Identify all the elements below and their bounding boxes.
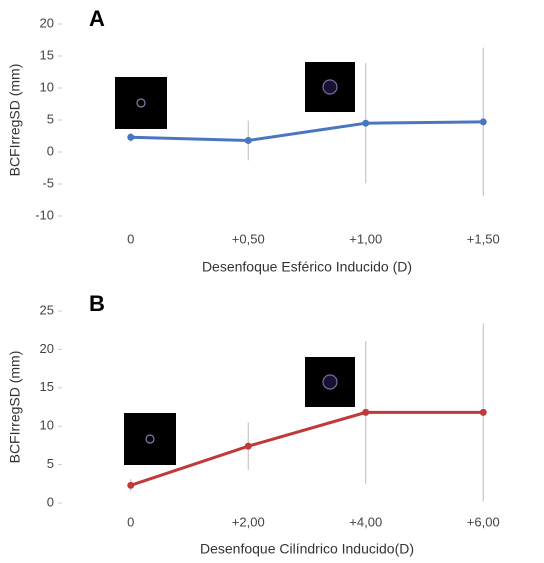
x-tick-label: +4,00 — [349, 514, 382, 529]
data-point — [479, 118, 487, 126]
data-point — [127, 133, 135, 141]
y-tick-label: 10 — [40, 79, 54, 94]
y-axis-label: BCFIrregSD (mm) — [7, 351, 23, 464]
inset-images — [115, 62, 355, 465]
x-tick-label: +0,50 — [232, 231, 265, 246]
x-tick-label: 0 — [127, 514, 134, 529]
y-tick-label: -10 — [35, 207, 54, 222]
y-tick-label: -5 — [42, 175, 54, 190]
data-point — [362, 119, 370, 127]
y-tick-label: 0 — [47, 494, 54, 509]
inset-spot — [145, 434, 155, 444]
y-tick-label: 15 — [40, 47, 54, 62]
inset-spot — [322, 374, 338, 390]
data-point — [244, 136, 252, 144]
inset-image — [124, 413, 176, 465]
x-tick-label: +2,00 — [232, 514, 265, 529]
x-axis-label: Desenfoque Esférico Inducido (D) — [202, 259, 412, 275]
y-tick-label: 15 — [40, 379, 54, 394]
data-point — [127, 481, 135, 489]
x-tick-label: +1,50 — [467, 231, 500, 246]
y-tick-label: 5 — [47, 456, 54, 471]
y-tick-label: 20 — [40, 15, 54, 30]
inset-image — [115, 77, 167, 129]
data-point — [362, 408, 370, 416]
x-tick-label: +6,00 — [467, 514, 500, 529]
data-line — [130, 120, 484, 142]
x-tick-label: 0 — [127, 231, 134, 246]
x-axis-label: Desenfoque Cilíndrico Inducido(D) — [200, 541, 414, 557]
y-tick-label: 10 — [40, 418, 54, 433]
inset-spot — [136, 98, 146, 108]
inset-spot — [322, 79, 338, 95]
y-tick-label: 0 — [47, 143, 54, 158]
data-point — [244, 442, 252, 450]
y-tick-label: 25 — [40, 302, 54, 317]
y-tick-label: 20 — [40, 341, 54, 356]
data-point — [479, 408, 487, 416]
x-tick-label: +1,00 — [349, 231, 382, 246]
panel-label: B — [89, 291, 105, 316]
y-axis-label: BCFIrregSD (mm) — [7, 64, 23, 177]
y-tick-label: 5 — [47, 111, 54, 126]
panel-label: A — [89, 6, 105, 31]
data-line — [130, 410, 484, 487]
